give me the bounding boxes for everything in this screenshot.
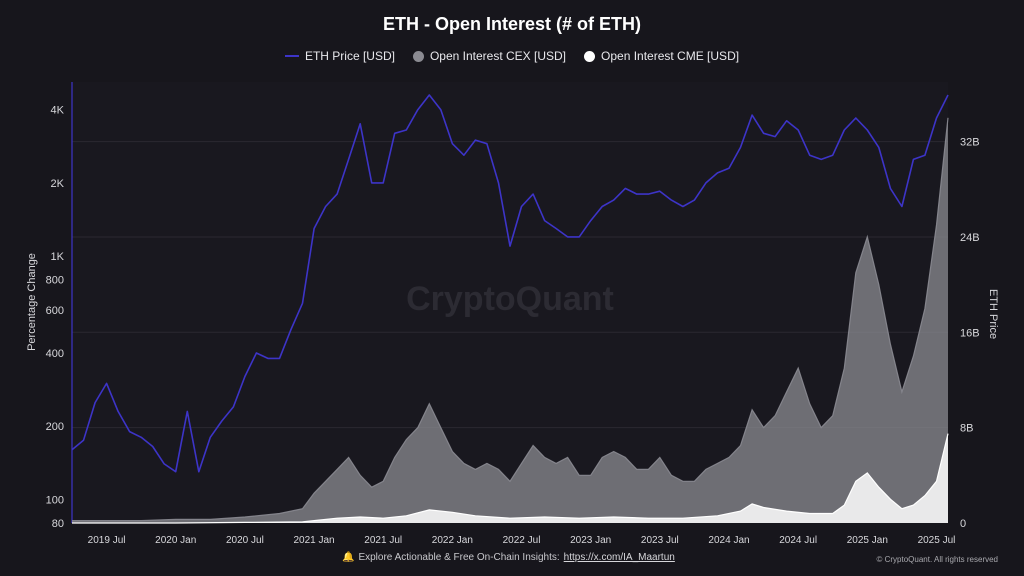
x-tick-label: 2024 Jul — [779, 535, 817, 546]
footer: 🔔 Explore Actionable & Free On-Chain Ins… — [342, 552, 675, 563]
x-tick-label: 2025 Jan — [847, 535, 888, 546]
y-left-tick-label: 200 — [46, 421, 64, 433]
series-edge-open-interest-cex-usd- — [72, 117, 949, 522]
copyright: © CryptoQuant. All rights reserved — [876, 555, 999, 564]
bell-icon: 🔔 — [342, 552, 355, 563]
legend-item-oi-cme[interactable]: Open Interest CME [USD] — [584, 49, 739, 63]
legend-item-oi-cex[interactable]: Open Interest CEX [USD] — [412, 49, 567, 63]
x-tick-label: 2023 Jan — [570, 535, 611, 546]
y-left-tick-label: 4K — [51, 105, 65, 117]
footer-text: Explore Actionable & Free On-Chain Insig… — [358, 552, 560, 563]
series-area-open-interest-cme-usd- — [72, 433, 948, 523]
series-line-eth-price — [71, 94, 949, 473]
x-tick-label: 2025 Jul — [918, 535, 956, 546]
x-tick-label: 2020 Jul — [226, 535, 264, 546]
x-tick-label: 2021 Jan — [293, 535, 334, 546]
x-tick-label: 2022 Jul — [503, 535, 541, 546]
legend-label: Open Interest CME [USD] — [601, 49, 740, 63]
y-right-tick-label: 8B — [960, 423, 973, 435]
legend-line-swatch — [284, 55, 299, 57]
y-right-tick-label: 16B — [960, 327, 980, 339]
y-left-tick-label: 2K — [51, 178, 65, 190]
y-left-tick-label: 800 — [46, 275, 64, 287]
legend-dot-swatch — [584, 50, 596, 62]
y-right-tick-label: 32B — [960, 137, 980, 149]
x-tick-label: 2022 Jan — [432, 535, 473, 546]
legend-dot-swatch — [412, 50, 424, 62]
y-left-axis-title: Percentage Change — [26, 253, 38, 351]
y-left-tick-label: 400 — [46, 348, 64, 360]
y-left-tick-label: 80 — [52, 518, 64, 530]
y-left-tick-label: 100 — [46, 494, 64, 506]
legend-label: ETH Price [USD] — [304, 49, 395, 63]
x-tick-label: 2023 Jul — [641, 535, 679, 546]
legend-label: Open Interest CEX [USD] — [429, 49, 567, 63]
y-left-tick-label: 1K — [51, 251, 65, 263]
x-tick-label: 2020 Jan — [155, 535, 196, 546]
series-edge-open-interest-cme-usd- — [72, 433, 949, 524]
legend: ETH Price [USD] Open Interest CEX [USD] … — [0, 49, 1024, 63]
y-right-tick-label: 24B — [960, 232, 980, 244]
chart-title: ETH - Open Interest (# of ETH) — [382, 14, 641, 34]
watermark: CryptoQuant — [406, 280, 614, 318]
y-right-axis-title: ETH Price — [987, 289, 999, 339]
x-tick-label: 2021 Jul — [364, 535, 402, 546]
y-right-tick-label: 0 — [960, 518, 966, 530]
legend-item-eth-price[interactable]: ETH Price [USD] — [284, 49, 395, 63]
y-left-tick-label: 600 — [46, 305, 64, 317]
footer-link[interactable]: https://x.com/IA_Maartun — [563, 552, 675, 563]
x-tick-label: 2024 Jan — [708, 535, 749, 546]
x-tick-label: 2019 Jul — [88, 535, 126, 546]
